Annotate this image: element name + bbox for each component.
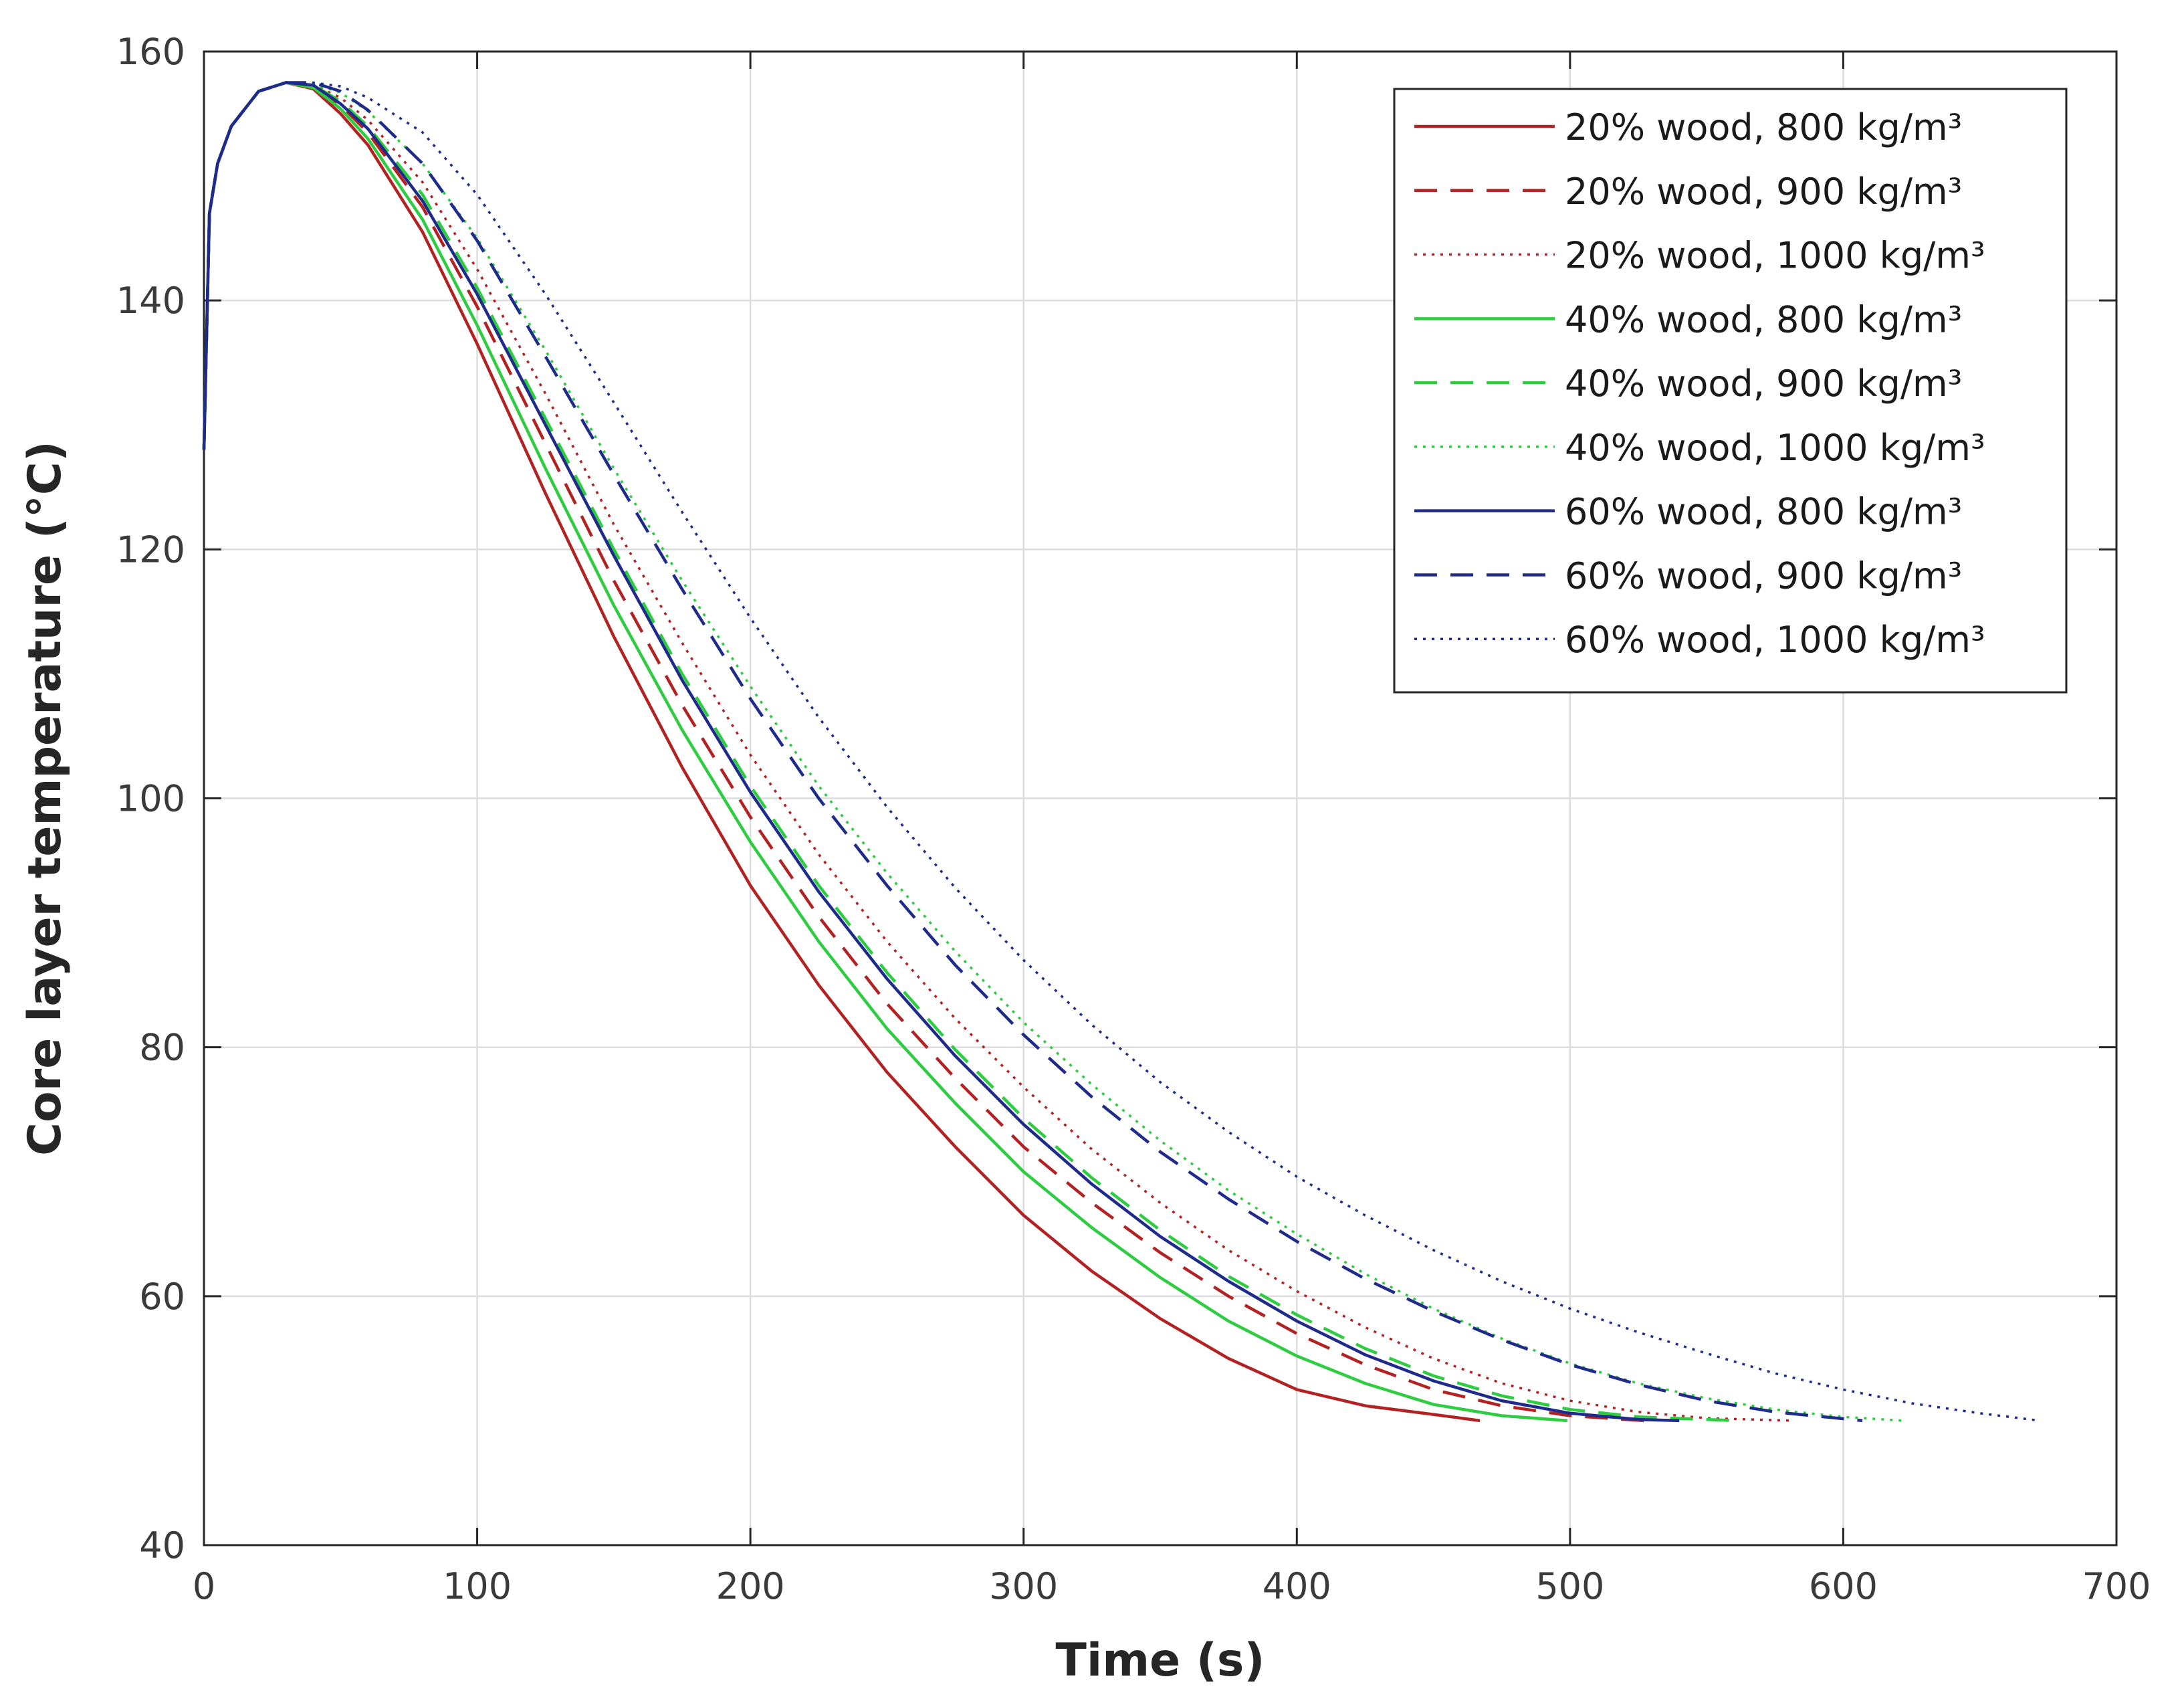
y-tick-label: 160 bbox=[116, 31, 185, 73]
y-tick-label: 60 bbox=[139, 1276, 185, 1318]
x-tick-label: 300 bbox=[989, 1565, 1058, 1607]
series-line-7 bbox=[202, 81, 1680, 1423]
legend-label: 40% wood, 1000 kg/m³ bbox=[1565, 427, 1985, 469]
y-tick-label: 120 bbox=[116, 528, 185, 571]
x-tick-label: 400 bbox=[1263, 1565, 1331, 1607]
x-tick-label: 700 bbox=[2082, 1565, 2151, 1607]
y-tick-label: 80 bbox=[139, 1027, 185, 1069]
y-tick-label: 40 bbox=[139, 1524, 185, 1567]
legend-label: 20% wood, 900 kg/m³ bbox=[1565, 171, 1962, 213]
x-tick-label: 100 bbox=[443, 1565, 512, 1607]
legend-label: 40% wood, 800 kg/m³ bbox=[1565, 298, 1962, 340]
y-tick-label: 140 bbox=[116, 280, 185, 322]
y-tick-label: 100 bbox=[116, 778, 185, 820]
x-tick-label: 600 bbox=[1809, 1565, 1878, 1607]
legend-label: 20% wood, 1000 kg/m³ bbox=[1565, 235, 1985, 277]
x-tick-label: 500 bbox=[1535, 1565, 1604, 1607]
legend-label: 40% wood, 900 kg/m³ bbox=[1565, 363, 1962, 405]
legend-label: 60% wood, 900 kg/m³ bbox=[1565, 555, 1962, 597]
series-line-8 bbox=[202, 81, 1863, 1423]
series-line-3 bbox=[203, 81, 1794, 1422]
y-axis-title: Core layer temperature (°C) bbox=[19, 441, 72, 1156]
x-axis-title: Time (s) bbox=[1056, 1634, 1265, 1687]
legend-label: 60% wood, 1000 kg/m³ bbox=[1565, 619, 1985, 661]
x-tick-label: 0 bbox=[193, 1565, 215, 1607]
series-lines bbox=[202, 81, 2040, 1423]
legend-label: 60% wood, 800 kg/m³ bbox=[1565, 491, 1962, 533]
legend: 20% wood, 800 kg/m³ 20% wood, 900 kg/m³ 20… bbox=[1393, 88, 2068, 694]
legend-label: 20% wood, 800 kg/m³ bbox=[1565, 106, 1962, 148]
axes: 0 100 200 300 400 500 600 700 40 60 80 100 120 140 160 bbox=[116, 31, 2151, 1607]
x-tick-label: 200 bbox=[716, 1565, 785, 1607]
